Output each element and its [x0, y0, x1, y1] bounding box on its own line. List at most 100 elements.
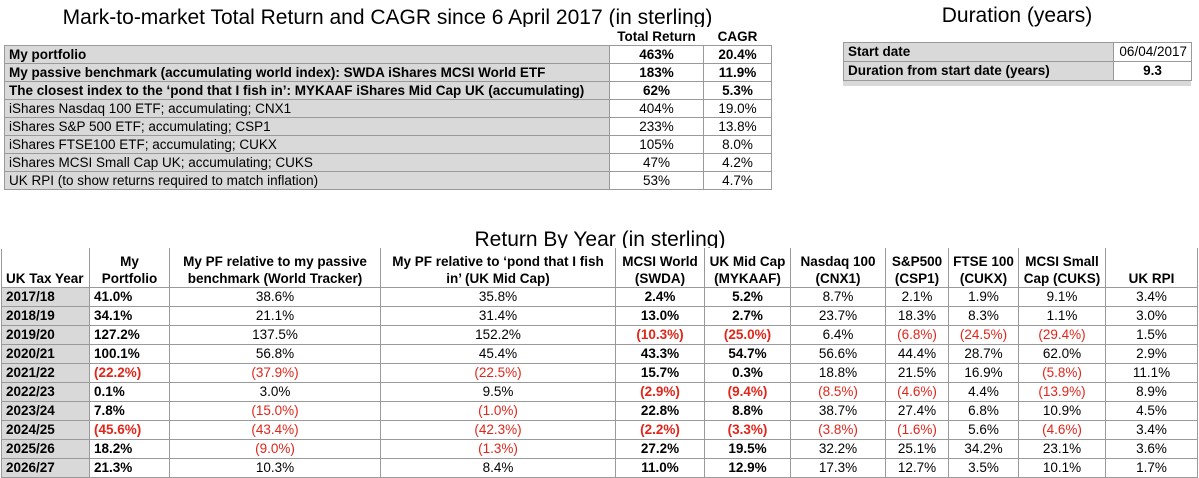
return-cell: 13.0%: [615, 306, 705, 326]
return-cell: (3.3%): [704, 420, 791, 440]
return-cell: (1.0%): [380, 401, 616, 421]
return-cell: 19.5%: [704, 439, 791, 459]
return-cell: 100.1%: [89, 344, 170, 364]
return-cell: (13.9%): [1018, 382, 1106, 402]
summary-row-cagr: 11.9%: [703, 63, 772, 82]
summary-row-cagr: 13.8%: [703, 117, 772, 136]
summary-row: My passive benchmark (accumulating world…: [4, 63, 772, 82]
start-date-value: 06/04/2017: [1113, 42, 1192, 62]
return-cell: (4.6%): [1018, 420, 1106, 440]
return-cell: (2.9%): [615, 382, 705, 402]
year-cell: 2026/27: [1, 458, 90, 478]
return-cell: 44.4%: [885, 344, 949, 364]
summary-row-cagr: 20.4%: [703, 45, 772, 64]
return-cell: 18.3%: [885, 306, 949, 326]
return-cell: (10.3%): [615, 325, 705, 345]
summary-row: iShares S&P 500 ETF; accumulating; CSP1 2…: [4, 117, 772, 136]
summary-title: Mark-to-market Total Return and CAGR sin…: [62, 6, 713, 29]
summary-row-total-return: 53%: [609, 171, 704, 190]
return-cell: 137.5%: [169, 325, 381, 345]
summary-row: My portfolio 463% 20.4%: [4, 45, 772, 64]
return-cell: (45.6%): [89, 420, 170, 440]
return-cell: 2.1%: [885, 287, 949, 307]
return-cell: 32.2%: [790, 439, 886, 459]
return-cell: (3.8%): [790, 420, 886, 440]
return-cell: (22.5%): [380, 363, 616, 383]
return-cell: 0.3%: [704, 363, 791, 383]
return-cell: 10.3%: [169, 458, 381, 478]
year-row: 2020/21 100.1% 56.8% 45.4% 43.3% 54.7% 56.6% 44…: [1, 344, 1198, 364]
return-cell: 38.7%: [790, 401, 886, 421]
return-cell: 4.5%: [1105, 401, 1198, 421]
year-cell: 2025/26: [1, 439, 90, 459]
year-cell: 2019/20: [1, 325, 90, 345]
return-cell: 23.1%: [1018, 439, 1106, 459]
header-sp500: S&P500 (CSP1): [885, 248, 949, 288]
return-cell: 10.9%: [1018, 401, 1106, 421]
header-ftse100: FTSE 100 (CUKX): [948, 248, 1019, 288]
return-cell: (4.6%): [885, 382, 949, 402]
return-cell: (29.4%): [1018, 325, 1106, 345]
year-row: 2021/22 (22.2%) (37.9%) (22.5%) 15.7% 0.3% 18.…: [1, 363, 1198, 383]
year-row: 2026/27 21.3% 10.3% 8.4% 11.0% 12.9% 17.3% 12.7…: [1, 458, 1198, 478]
return-cell: 7.8%: [89, 401, 170, 421]
year-cell: 2018/19: [1, 306, 90, 326]
return-cell: (15.0%): [169, 401, 381, 421]
return-cell: 21.3%: [89, 458, 170, 478]
summary-row-cagr: 5.3%: [703, 81, 772, 100]
summary-row-cagr: 4.7%: [703, 171, 772, 190]
year-row: 2017/18 41.0% 38.6% 35.8% 2.4% 5.2% 8.7% 2.1% 1.…: [1, 287, 1198, 307]
return-cell: 6.4%: [790, 325, 886, 345]
return-cell: 25.1%: [885, 439, 949, 459]
year-row: 2025/26 18.2% (9.0%) (1.3%) 27.2% 19.5% 32.2% 2…: [1, 439, 1198, 459]
summary-row-total-return: 233%: [609, 117, 704, 136]
summary-table: Total Return CAGR My portfolio 463% 20.4% M…: [4, 27, 772, 190]
return-cell: 23.7%: [790, 306, 886, 326]
summary-row-cagr: 19.0%: [703, 99, 772, 118]
header-uk-rpi: UK RPI: [1105, 248, 1198, 288]
header-my-portfolio: My Portfolio: [89, 248, 170, 288]
return-cell: 21.5%: [885, 363, 949, 383]
summary-row-cagr: 8.0%: [703, 135, 772, 154]
summary-row-label: My portfolio: [4, 45, 610, 64]
year-row: 2022/23 0.1% 3.0% 9.5% (2.9%) (9.4%) (8.5%) (4.…: [1, 382, 1198, 402]
return-cell: 56.8%: [169, 344, 381, 364]
summary-row-total-return: 62%: [609, 81, 704, 100]
return-cell: 8.8%: [704, 401, 791, 421]
summary-row-label: The closest index to the ‘pond that I fi…: [4, 81, 610, 100]
return-cell: 8.7%: [790, 287, 886, 307]
return-cell: 17.3%: [790, 458, 886, 478]
return-cell: 6.8%: [948, 401, 1019, 421]
return-cell: 34.2%: [948, 439, 1019, 459]
return-cell: 1.1%: [1018, 306, 1106, 326]
year-cell: 2021/22: [1, 363, 90, 383]
return-cell: 41.0%: [89, 287, 170, 307]
year-row: 2018/19 34.1% 21.1% 31.4% 13.0% 2.7% 23.7% 18.3…: [1, 306, 1198, 326]
return-cell: 8.4%: [380, 458, 616, 478]
summary-header-row: Total Return CAGR: [4, 27, 772, 46]
return-cell: 27.4%: [885, 401, 949, 421]
summary-row-label: iShares MCSI Small Cap UK; accumulating;…: [4, 153, 610, 172]
return-cell: 8.9%: [1105, 382, 1198, 402]
return-by-year-table: UK Tax Year My Portfolio My PF relative to…: [1, 248, 1198, 478]
return-cell: 27.2%: [615, 439, 705, 459]
return-cell: (1.6%): [885, 420, 949, 440]
header-mcsi-world: MCSI World (SWDA): [615, 248, 705, 288]
return-cell: 12.9%: [704, 458, 791, 478]
return-cell: 21.1%: [169, 306, 381, 326]
return-cell: 22.8%: [615, 401, 705, 421]
return-cell: (2.2%): [615, 420, 705, 440]
return-cell: 16.9%: [948, 363, 1019, 383]
duration-row-start: Start date 06/04/2017: [843, 42, 1192, 62]
return-cell: 35.8%: [380, 287, 616, 307]
return-cell: 1.7%: [1105, 458, 1198, 478]
return-cell: (25.0%): [704, 325, 791, 345]
return-cell: (22.2%): [89, 363, 170, 383]
return-cell: 4.4%: [948, 382, 1019, 402]
return-cell: 15.7%: [615, 363, 705, 383]
summary-header-total: Total Return: [609, 27, 704, 46]
duration-value: 9.3: [1113, 61, 1192, 81]
return-cell: 3.4%: [1105, 420, 1198, 440]
summary-row-total-return: 404%: [609, 99, 704, 118]
return-cell: 43.3%: [615, 344, 705, 364]
